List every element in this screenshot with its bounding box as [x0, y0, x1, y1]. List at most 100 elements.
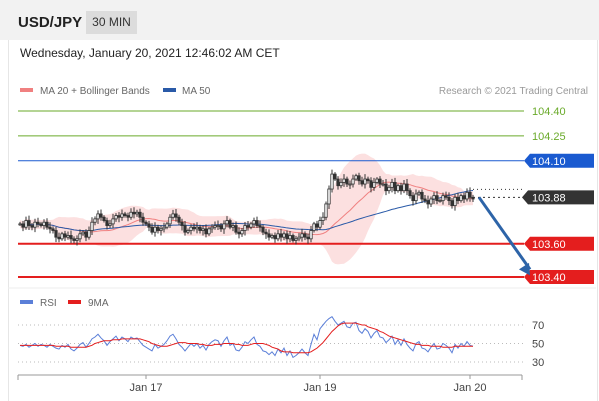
candle	[96, 210, 100, 224]
candle-down	[57, 236, 61, 240]
candle	[435, 191, 439, 205]
candle-up	[195, 226, 199, 230]
candle-up	[87, 230, 91, 238]
candle-up	[396, 185, 400, 192]
candle-up	[168, 216, 172, 225]
rsi-tick-50: 50	[532, 339, 544, 351]
candle	[354, 173, 358, 182]
candle-down	[426, 200, 430, 205]
candle-down	[48, 226, 52, 230]
candle-up	[108, 223, 112, 226]
candle-up	[90, 221, 94, 231]
candle	[345, 176, 349, 188]
candle	[402, 180, 406, 194]
legend-label-ma50: MA 50	[182, 86, 211, 97]
candle-up	[78, 233, 82, 240]
legend-label-rsi: RSI	[40, 298, 57, 309]
candle	[165, 221, 169, 230]
candle-up	[432, 195, 436, 200]
candle-up	[288, 235, 292, 240]
candle	[351, 174, 355, 188]
legend-swatch-ma20	[20, 88, 33, 92]
candle	[240, 228, 244, 237]
copyright-text: Research © 2021 Trading Central	[439, 86, 588, 97]
candle	[210, 224, 214, 233]
candle	[234, 221, 238, 235]
timeframe-button[interactable]: 30 MIN	[86, 11, 137, 34]
candle	[309, 226, 313, 243]
candle	[237, 227, 241, 239]
level-tag-shape	[524, 270, 594, 284]
candle-down	[303, 233, 307, 238]
candle	[363, 174, 367, 189]
candle-down	[192, 226, 196, 230]
candle	[129, 208, 133, 220]
candle-down	[366, 178, 370, 182]
candle	[216, 220, 220, 231]
candle-up	[81, 231, 85, 235]
level-label-104.25: 104.25	[532, 131, 566, 143]
candle	[117, 212, 121, 223]
candle	[147, 220, 151, 232]
candle	[357, 172, 361, 185]
candle-up	[402, 183, 406, 192]
candle	[171, 209, 175, 220]
candle-down	[450, 200, 454, 207]
level-tag-103.60: 103.60	[524, 236, 594, 251]
candle-up	[96, 213, 100, 220]
candle	[327, 185, 331, 209]
candle-up	[465, 191, 469, 200]
candle-down	[420, 191, 424, 200]
candle	[21, 220, 25, 232]
candle	[213, 221, 217, 230]
candle-up	[297, 236, 301, 240]
forecast-arrow-head	[518, 262, 530, 276]
candle-down	[150, 226, 154, 233]
candle	[393, 177, 397, 195]
candle	[261, 224, 265, 236]
candle-down	[408, 190, 412, 197]
candle-down	[144, 221, 148, 225]
candle-up	[342, 178, 346, 183]
candle-up	[171, 213, 175, 218]
candle-down	[447, 196, 451, 202]
candle-down	[336, 178, 340, 187]
candle-up	[309, 230, 313, 240]
candle-down	[126, 215, 130, 218]
candle-down	[423, 198, 427, 202]
candle	[339, 178, 343, 189]
candle	[180, 218, 184, 231]
candle	[306, 233, 310, 244]
forecast-arrow-line	[477, 196, 532, 271]
candle	[24, 216, 28, 230]
timestamp: Wednesday, January 20, 2021 12:46:02 AM …	[20, 46, 280, 60]
candle	[315, 220, 319, 232]
candle-down	[357, 175, 361, 182]
candle-down	[63, 233, 67, 238]
candle-down	[99, 213, 103, 218]
candle	[48, 222, 52, 234]
candle	[72, 236, 76, 244]
candle	[189, 224, 193, 235]
candle-down	[468, 191, 472, 198]
candle-up	[213, 225, 217, 228]
candle	[411, 192, 415, 206]
candle-down	[54, 230, 58, 238]
candle	[75, 235, 79, 246]
rsi-tick-30: 30	[532, 357, 544, 369]
candle	[27, 215, 31, 231]
candle	[78, 229, 82, 243]
candle-down	[180, 221, 184, 226]
candle-down	[399, 185, 403, 192]
candle	[204, 224, 208, 238]
candles-layer	[18, 169, 475, 246]
candle-up	[321, 216, 325, 221]
candle-down	[264, 231, 268, 235]
candle	[111, 213, 115, 229]
level-tag-shape	[524, 236, 594, 251]
candle-up	[162, 226, 166, 230]
candle	[276, 229, 280, 242]
candle	[255, 216, 259, 229]
candle	[423, 194, 427, 204]
